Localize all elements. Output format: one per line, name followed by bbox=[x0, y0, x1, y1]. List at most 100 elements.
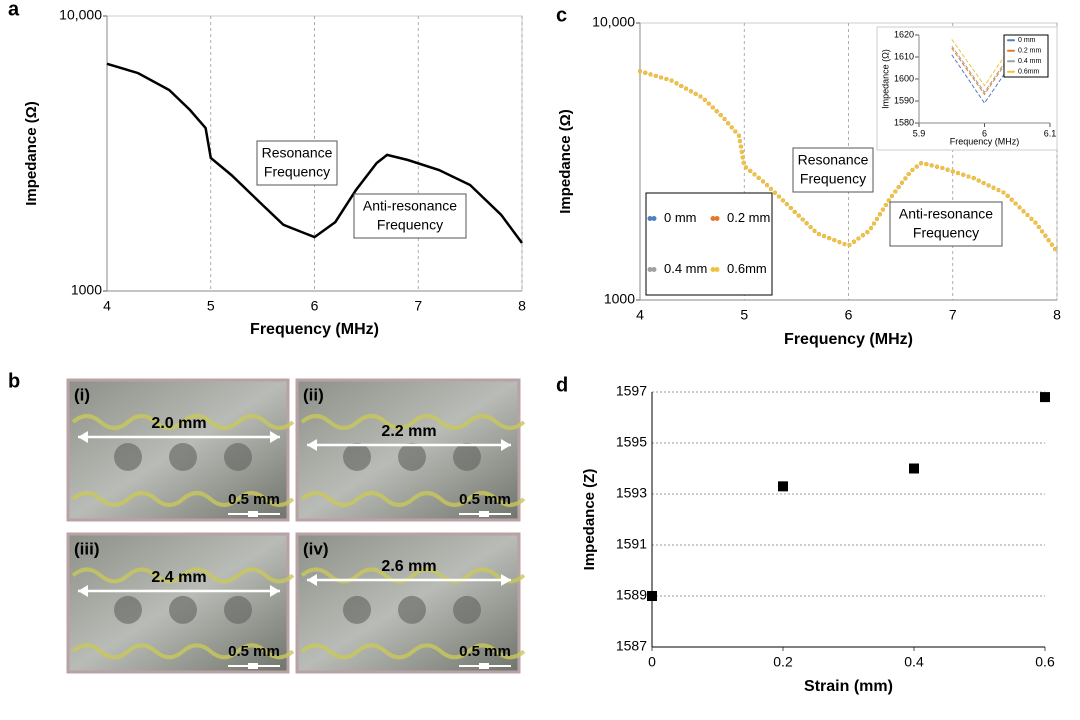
pad bbox=[224, 595, 252, 624]
trace bbox=[71, 567, 295, 584]
x-tick-label: 0.2 bbox=[773, 654, 793, 670]
annotation: Resonance bbox=[262, 145, 333, 161]
y-axis-title: Impedance (Z) bbox=[581, 469, 598, 571]
pad bbox=[169, 595, 197, 624]
annotation: Frequency bbox=[264, 164, 330, 180]
photo-tag: (ii) bbox=[303, 385, 324, 404]
pad bbox=[224, 443, 252, 471]
trace bbox=[300, 643, 526, 660]
scale-label: 0.5 mm bbox=[459, 643, 511, 660]
legend-label: 0.2 mm bbox=[1018, 48, 1042, 55]
series-line bbox=[951, 43, 1018, 94]
y-tick-label: 1590 bbox=[894, 95, 914, 105]
annotation-box bbox=[792, 147, 874, 193]
y-tick-label: 1580 bbox=[894, 117, 914, 127]
trace bbox=[300, 414, 526, 430]
y-tick-label: 1589 bbox=[616, 587, 647, 603]
y-axis-title: Impedance (Ω) bbox=[23, 101, 40, 206]
pad bbox=[398, 595, 426, 624]
annotation: Anti-resonance bbox=[899, 206, 993, 222]
legend-box bbox=[1003, 34, 1049, 78]
length-label: 2.0 mm bbox=[151, 415, 206, 432]
legend-label: 0.2 mm bbox=[727, 210, 770, 225]
legend-label: 0.6mm bbox=[1018, 69, 1040, 76]
x-axis-title: Strain (mm) bbox=[804, 678, 893, 695]
x-axis-title: Frequency (MHz) bbox=[950, 136, 1020, 146]
series-line bbox=[951, 45, 1018, 96]
annotation-box bbox=[256, 140, 338, 186]
x-tick-label: 6 bbox=[311, 298, 319, 314]
trace bbox=[71, 414, 295, 430]
y-tick-label: 1593 bbox=[616, 485, 647, 501]
y-tick-label: 1600 bbox=[894, 73, 914, 83]
point bbox=[647, 591, 657, 601]
x-tick-label: 0 bbox=[648, 654, 656, 670]
legend-label: 0.4 mm bbox=[1018, 58, 1042, 65]
pad bbox=[114, 595, 142, 624]
panel-label: c bbox=[556, 4, 567, 26]
annotation: Frequency bbox=[913, 225, 979, 241]
y-tick-label: 1610 bbox=[894, 51, 914, 61]
annotation: Resonance bbox=[798, 152, 869, 168]
trace bbox=[71, 491, 295, 507]
x-tick-label: 6 bbox=[845, 307, 853, 323]
x-tick-label: 4 bbox=[636, 307, 644, 323]
series-line bbox=[106, 62, 524, 244]
photo-tag: (iii) bbox=[74, 539, 100, 558]
panel-label: d bbox=[556, 374, 568, 396]
y-axis-title: Impedance (Ω) bbox=[880, 49, 890, 109]
point bbox=[909, 463, 919, 474]
pad bbox=[343, 595, 371, 624]
pad bbox=[453, 443, 481, 471]
y-tick-label: 1000 bbox=[71, 282, 102, 298]
scale-block bbox=[479, 511, 489, 517]
x-tick-label: 5 bbox=[207, 298, 215, 314]
y-tick-label: 1000 bbox=[604, 291, 635, 307]
pad bbox=[169, 443, 197, 471]
x-tick-label: 4 bbox=[103, 298, 111, 314]
y-axis-title: Impedance (Ω) bbox=[557, 109, 574, 214]
scale-label: 0.5 mm bbox=[228, 491, 280, 508]
x-axis-title: Frequency (MHz) bbox=[250, 321, 379, 338]
panel-label: a bbox=[8, 0, 20, 20]
y-tick-label: 1620 bbox=[894, 29, 914, 39]
x-axis-title: Frequency (MHz) bbox=[784, 331, 913, 348]
panel-label: b bbox=[8, 370, 20, 392]
point bbox=[778, 481, 788, 492]
y-tick-label: 1587 bbox=[616, 638, 647, 654]
y-tick-label: 10,000 bbox=[59, 7, 102, 23]
x-tick-label: 8 bbox=[1053, 307, 1061, 323]
pad bbox=[398, 443, 426, 471]
annotation: Anti-resonance bbox=[363, 198, 457, 214]
annotation-box bbox=[353, 193, 467, 239]
scale-block bbox=[248, 663, 258, 669]
length-label: 2.2 mm bbox=[381, 423, 436, 440]
legend-label: 0.6mm bbox=[727, 261, 767, 276]
legend-box bbox=[645, 192, 773, 296]
scale-block bbox=[248, 511, 258, 517]
legend-label: 0 mm bbox=[664, 210, 697, 225]
photo-tag: (iv) bbox=[303, 539, 329, 558]
series-line bbox=[638, 69, 1059, 254]
x-tick-label: 7 bbox=[949, 307, 957, 323]
y-tick-label: 1595 bbox=[616, 434, 647, 450]
pad bbox=[343, 443, 371, 471]
scale-block bbox=[479, 663, 489, 669]
pad bbox=[114, 443, 142, 471]
trace bbox=[300, 491, 526, 507]
y-tick-label: 1591 bbox=[616, 536, 647, 552]
point bbox=[1040, 392, 1050, 403]
series-line bbox=[951, 36, 1018, 87]
pad bbox=[453, 595, 481, 624]
y-tick-label: 1597 bbox=[616, 383, 647, 399]
legend-label: 0.4 mm bbox=[664, 261, 707, 276]
y-tick-label: 10,000 bbox=[592, 14, 635, 30]
length-label: 2.6 mm bbox=[381, 558, 436, 575]
x-tick-label: 5.9 bbox=[913, 128, 926, 138]
trace bbox=[71, 643, 295, 660]
x-tick-label: 7 bbox=[414, 298, 422, 314]
x-tick-label: 6.1 bbox=[1044, 128, 1057, 138]
photo-tag: (i) bbox=[74, 385, 90, 404]
scale-label: 0.5 mm bbox=[228, 643, 280, 660]
